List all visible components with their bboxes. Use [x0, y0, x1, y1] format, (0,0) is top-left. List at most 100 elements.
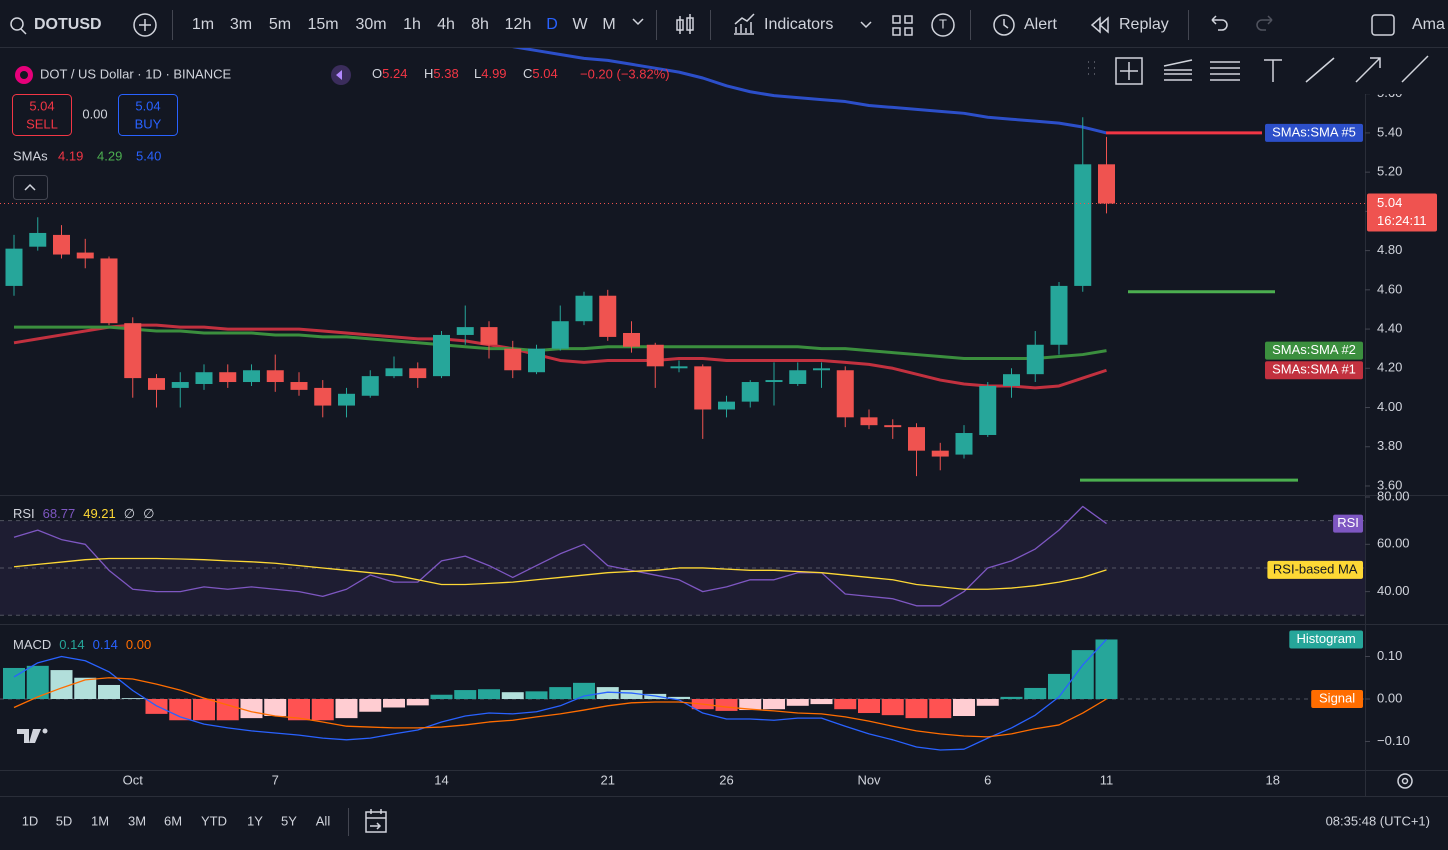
indicators-button[interactable]: Indicators [764, 16, 833, 33]
top-toolbar: DOTUSD 1m 3m 5m 15m 30m 1h 4h 8h 12h D W M Indicato… [10, 10, 1445, 40]
crosshair-tool[interactable] [1115, 57, 1143, 85]
candle-body [955, 433, 973, 455]
ray-tool[interactable] [1401, 55, 1429, 83]
interval-button[interactable]: 5m [269, 16, 291, 33]
compare-icon[interactable] [133, 13, 157, 37]
arrow-tool[interactable] [1355, 57, 1381, 83]
price-axis: 3.603.804.004.204.404.604.805.005.205.40… [1365, 85, 1437, 492]
range-button[interactable]: All [316, 813, 331, 828]
trend-tool[interactable] [1305, 57, 1335, 83]
histogram-bar [1048, 673, 1070, 699]
range-button[interactable]: 6M [164, 813, 182, 828]
interval-button[interactable]: 15m [307, 16, 338, 33]
interval-button[interactable]: 3m [230, 16, 252, 33]
alert-button[interactable]: Alert [1024, 16, 1057, 33]
range-button[interactable]: 1Y [247, 813, 263, 828]
layouts-icon[interactable] [892, 15, 913, 36]
range-button[interactable]: 5Y [281, 813, 297, 828]
line-series [13, 677, 1107, 738]
candle-body [266, 370, 284, 383]
replay-icon[interactable] [1090, 16, 1109, 34]
y-tick-label: 40.00 [1377, 583, 1410, 598]
interval-button[interactable]: W [572, 16, 588, 33]
interval-button[interactable]: D [546, 16, 558, 33]
interval-button[interactable]: M [602, 16, 615, 33]
layout-icon[interactable] [1371, 14, 1395, 36]
line-series [13, 505, 1107, 607]
histogram-bar [359, 699, 382, 712]
histogram-bar [1095, 639, 1118, 699]
more-icon[interactable] [632, 18, 644, 26]
y-tick-label: 4.80 [1377, 242, 1402, 257]
range-button[interactable]: 1M [91, 813, 109, 828]
range-button[interactable]: YTD [201, 813, 227, 828]
sell-button[interactable] [12, 94, 72, 136]
histogram-bar [525, 691, 548, 699]
range-button[interactable]: 1D [22, 813, 39, 828]
histogram-bar [763, 699, 785, 710]
histogram-bar [810, 699, 833, 705]
y-tick-label: 4.60 [1377, 281, 1402, 296]
lines-tool[interactable] [1210, 61, 1240, 81]
candle-body [528, 348, 545, 373]
tv-logo [17, 729, 41, 743]
ohlc-key: H [424, 66, 433, 81]
indicators-icon[interactable] [734, 13, 755, 35]
search-icon [10, 17, 24, 31]
alert-icon[interactable] [993, 14, 1015, 36]
histogram-bar [1024, 687, 1047, 699]
fib-tool[interactable] [1163, 59, 1193, 81]
interval-button[interactable]: 4h [437, 16, 455, 33]
settings-icon [1401, 777, 1409, 785]
text-tool[interactable] [1264, 59, 1282, 82]
y-tick-label: −0.10 [1377, 733, 1410, 748]
candle-body [385, 368, 403, 377]
user-name[interactable]: Ama [1412, 16, 1445, 33]
grip [1088, 61, 1095, 75]
interval-button[interactable]: 8h [471, 16, 489, 33]
axis-tag-label: SMAs:SMA #2 [1272, 342, 1356, 357]
candle-body [813, 368, 830, 371]
replay-button[interactable]: Replay [1119, 16, 1169, 33]
pane [0, 505, 1365, 616]
interval-button[interactable]: 30m [355, 16, 386, 33]
axis-tag [1265, 123, 1363, 142]
collapse-button[interactable] [13, 175, 48, 200]
undo-icon[interactable] [1211, 15, 1228, 31]
collapse-icon [24, 183, 36, 191]
axis-tag [1265, 361, 1363, 380]
candle-body [670, 366, 688, 369]
histogram-bar [335, 699, 358, 719]
dropdown-icon[interactable] [860, 21, 872, 29]
x-tick-label: 21 [601, 772, 615, 787]
candle-body [148, 378, 165, 390]
goto-date-icon[interactable] [365, 809, 387, 833]
interval-button[interactable]: 12h [505, 16, 532, 33]
histogram-bar [715, 699, 738, 711]
price-axis: −0.10 0.00 0.10 [1365, 648, 1410, 748]
candle-body [290, 382, 308, 390]
chart-type-icon[interactable] [676, 14, 694, 34]
y-tick-label: 3.60 [1377, 477, 1402, 492]
range-button[interactable]: 3M [128, 813, 146, 828]
line-series [13, 639, 1107, 751]
candle-body [409, 368, 427, 379]
interval-button[interactable]: 1h [403, 16, 421, 33]
candle-body [1003, 374, 1020, 386]
axis-tag [1289, 630, 1363, 649]
candle-body [575, 295, 593, 322]
histogram-bar [905, 699, 928, 719]
axis-tag-label: SMAs:SMA #5 [1272, 124, 1356, 139]
range-button[interactable]: 5D [56, 813, 73, 828]
symbol-title: DOT / US Dollar · 1D · BINANCE [40, 66, 232, 81]
data-icon [336, 70, 342, 80]
settings-icon[interactable] [1397, 773, 1413, 789]
template-icon[interactable] [931, 13, 955, 37]
axis-tag [1265, 341, 1363, 360]
axis-tag [1333, 514, 1363, 533]
x-tick-label: Nov [857, 772, 881, 787]
buy-button[interactable] [118, 94, 178, 136]
symbol[interactable]: DOTUSD [34, 16, 102, 33]
redo-icon[interactable] [1256, 15, 1273, 31]
interval-button[interactable]: 1m [192, 16, 214, 33]
